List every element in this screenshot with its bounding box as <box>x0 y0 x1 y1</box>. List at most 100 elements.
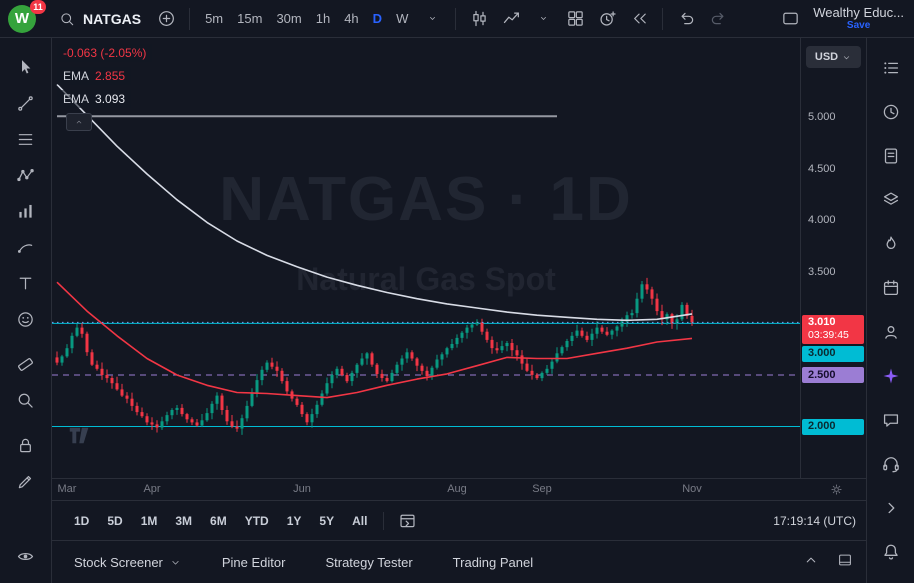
range-3m[interactable]: 3M <box>175 513 193 528</box>
save-layout-button[interactable]: Save <box>846 19 871 31</box>
utc-clock[interactable]: 17:19:14 (UTC) <box>773 513 856 528</box>
right-sidebar <box>866 38 914 583</box>
redo-icon <box>711 12 724 25</box>
indicator-templates-button[interactable] <box>528 5 558 33</box>
price-tick: 5.000 <box>808 111 836 124</box>
cursor-tool[interactable] <box>9 50 43 84</box>
sidebar-expand-panel[interactable] <box>874 491 908 525</box>
sidebar-watchlist[interactable] <box>874 51 908 85</box>
layout-account[interactable]: Wealthy Educ... Save <box>813 6 904 32</box>
lock-all-drawings-tool[interactable] <box>9 428 43 462</box>
emoji-tool[interactable] <box>9 302 43 336</box>
range-1y[interactable]: 1Y <box>286 513 302 528</box>
watchlist-icon <box>883 62 898 74</box>
sidebar-hotlists[interactable] <box>874 227 908 261</box>
sparkle-icon <box>882 368 899 384</box>
tab-strategy-tester[interactable]: Strategy Tester <box>325 555 412 570</box>
sidebar-ai-assistant[interactable] <box>874 359 908 393</box>
tradingview-logo-watermark[interactable] <box>66 426 96 445</box>
range-5y[interactable]: 5Y <box>319 513 335 528</box>
panel-maximize-button[interactable] <box>836 551 854 574</box>
flame-icon <box>886 236 895 250</box>
price-label-2.500: 2.500 <box>802 367 864 383</box>
tab-label: Stock Screener <box>74 554 163 570</box>
screen-frame-icon <box>782 12 798 25</box>
bar-replay-button[interactable] <box>624 5 654 33</box>
sidebar-support[interactable] <box>874 447 908 481</box>
forecast-tool[interactable] <box>9 194 43 228</box>
redo-button[interactable] <box>703 5 733 33</box>
range-6m[interactable]: 6M <box>210 513 227 528</box>
brush-tool[interactable] <box>9 230 43 264</box>
timeframe-4h[interactable]: 4h <box>344 11 359 26</box>
currency-dropdown[interactable]: USD <box>806 46 861 68</box>
brush-icon <box>17 243 33 253</box>
tab-trading-panel[interactable]: Trading Panel <box>453 555 533 570</box>
go-to-date-button[interactable] <box>392 507 422 535</box>
account-logo[interactable]: W 11 <box>8 0 46 35</box>
undo-button[interactable] <box>671 5 701 33</box>
topbar-right-cluster: Wealthy Educ... Save <box>775 5 906 33</box>
range-5d[interactable]: 5D <box>107 513 123 528</box>
panel-controls <box>802 551 854 574</box>
sidebar-alerts[interactable] <box>874 95 908 129</box>
legend-collapse-button[interactable] <box>66 113 92 131</box>
eye-icon <box>17 552 34 560</box>
chart-style-button[interactable] <box>464 5 494 33</box>
chart-column: NATGAS · 1D Natural Gas Spot -0.063 (-2.… <box>52 38 866 583</box>
chevron-down-icon <box>429 17 435 20</box>
price-scale[interactable]: USD 5.000 4.500 4.000 3.500 3.010 03:39:45 3.0… <box>800 38 866 478</box>
sidebar-notifications[interactable] <box>874 535 908 569</box>
range-1m[interactable]: 1M <box>140 513 158 528</box>
timeframe-1h[interactable]: 1h <box>315 11 331 26</box>
timeframe-d[interactable]: D <box>372 11 383 26</box>
chevron-down-icon <box>172 560 179 565</box>
panel-window-icon <box>839 554 851 565</box>
tab-label: Trading Panel <box>452 554 534 570</box>
layout-grid-icon <box>568 11 583 26</box>
ema-slow-legend[interactable]: EMA 3.093 <box>57 90 132 108</box>
indicator-name: EMA <box>63 92 90 106</box>
timeframe-menu-button[interactable] <box>417 5 447 33</box>
tab-pine-editor[interactable]: Pine Editor <box>222 555 286 570</box>
timeframe-row: 5m 15m 30m 1h 4h D W <box>198 9 415 28</box>
sidebar-calendar[interactable] <box>874 271 908 305</box>
time-label: Jun <box>293 483 311 495</box>
sidebar-chat[interactable] <box>874 403 908 437</box>
edit-drawings-tool[interactable] <box>9 464 43 498</box>
text-tool[interactable] <box>9 266 43 300</box>
ema-fast-legend[interactable]: EMA 2.855 <box>57 67 132 85</box>
sidebar-news[interactable] <box>874 139 908 173</box>
time-axis[interactable]: Mar Apr Jun Aug Sep Nov <box>52 478 866 500</box>
text-icon <box>19 277 32 289</box>
compare-add-button[interactable] <box>151 5 181 33</box>
zoom-tool[interactable] <box>9 383 43 417</box>
timeframe-15m[interactable]: 15m <box>237 11 263 26</box>
hide-drawings-tool[interactable] <box>9 539 43 573</box>
fib-retracement-tool[interactable] <box>9 122 43 156</box>
symbol-search-button[interactable]: NATGAS <box>50 10 149 28</box>
candlestick-chart[interactable] <box>52 38 800 478</box>
indicators-button[interactable] <box>496 5 526 33</box>
timeframe-30m[interactable]: 30m <box>276 11 302 26</box>
timeframe-w[interactable]: W <box>396 11 409 26</box>
time-label: Nov <box>682 483 702 495</box>
range-1d[interactable]: 1D <box>74 513 90 528</box>
tab-stock-screener[interactable]: Stock Screener <box>74 555 182 570</box>
timeframe-5m[interactable]: 5m <box>205 11 224 26</box>
trend-line-tool[interactable] <box>9 86 43 120</box>
drawing-toolbar <box>0 38 52 583</box>
range-all[interactable]: All <box>352 513 368 528</box>
panel-collapse-button[interactable] <box>802 551 820 574</box>
sidebar-object-tree[interactable] <box>874 183 908 217</box>
axis-settings-button[interactable] <box>829 482 844 502</box>
main-chart[interactable]: NATGAS · 1D Natural Gas Spot -0.063 (-2.… <box>52 38 800 478</box>
pattern-tool[interactable] <box>9 158 43 192</box>
layout-grid-button[interactable] <box>560 5 590 33</box>
alert-button[interactable] <box>592 5 622 33</box>
sidebar-ideas[interactable] <box>874 315 908 349</box>
measure-tool[interactable] <box>9 347 43 381</box>
fullscreen-button[interactable] <box>775 5 805 33</box>
price-tick: 4.500 <box>808 162 836 175</box>
range-ytd[interactable]: YTD <box>244 513 269 528</box>
